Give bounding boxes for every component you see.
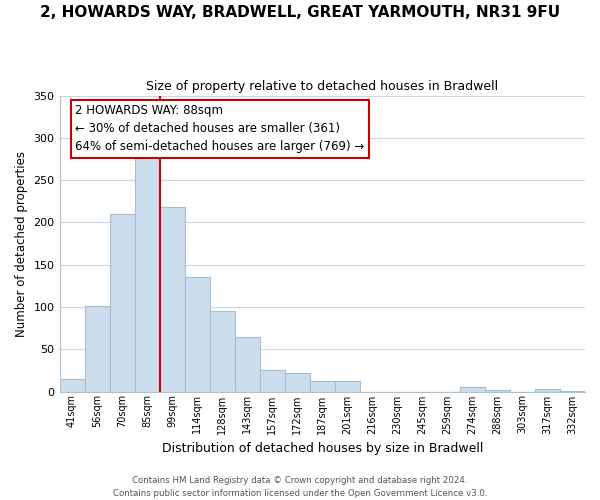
Bar	[59, 379, 85, 392]
Bar	[160, 207, 185, 392]
Text: 2, HOWARDS WAY, BRADWELL, GREAT YARMOUTH, NR31 9FU: 2, HOWARDS WAY, BRADWELL, GREAT YARMOUTH…	[40, 5, 560, 20]
Bar	[185, 276, 209, 392]
Bar	[335, 380, 360, 392]
Bar	[460, 388, 485, 392]
Text: Contains HM Land Registry data © Crown copyright and database right 2024.
Contai: Contains HM Land Registry data © Crown c…	[113, 476, 487, 498]
Bar	[285, 373, 310, 392]
Bar	[535, 389, 560, 392]
Bar	[110, 214, 134, 392]
Bar	[310, 382, 335, 392]
Bar	[85, 306, 110, 392]
Bar	[560, 390, 585, 392]
Bar	[134, 156, 160, 392]
Bar	[485, 390, 510, 392]
Text: 2 HOWARDS WAY: 88sqm
← 30% of detached houses are smaller (361)
64% of semi-deta: 2 HOWARDS WAY: 88sqm ← 30% of detached h…	[76, 104, 365, 154]
X-axis label: Distribution of detached houses by size in Bradwell: Distribution of detached houses by size …	[161, 442, 483, 455]
Title: Size of property relative to detached houses in Bradwell: Size of property relative to detached ho…	[146, 80, 499, 93]
Bar	[235, 336, 260, 392]
Bar	[209, 311, 235, 392]
Y-axis label: Number of detached properties: Number of detached properties	[15, 150, 28, 336]
Bar	[260, 370, 285, 392]
